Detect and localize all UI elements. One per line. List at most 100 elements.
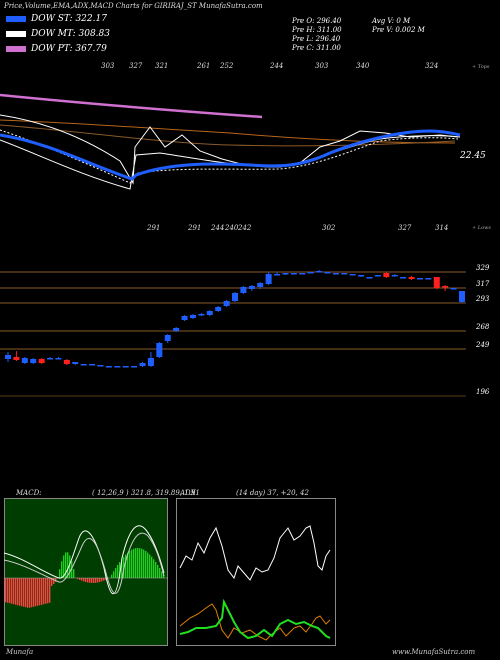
macd-bar — [119, 562, 121, 578]
macd-bar — [141, 548, 143, 578]
macd-bar — [41, 578, 43, 605]
lows-side-label: + Lows — [472, 225, 491, 231]
legend-label-pt: DOW PT: 367.79 — [31, 44, 107, 54]
candle-body — [55, 358, 62, 360]
macd-bar — [17, 578, 19, 606]
adx-plus-di-line — [179, 598, 331, 640]
y-tick-label: 317 — [476, 280, 490, 288]
y-tick-label: 329 — [476, 264, 490, 272]
support-lines: 329 317 293 268 249 196 — [0, 264, 490, 397]
adx-title: ADX — [180, 489, 196, 497]
top-label: 321 — [155, 62, 168, 70]
candle-body — [442, 286, 449, 288]
candle-body — [5, 355, 11, 359]
macd-bar — [55, 578, 57, 582]
macd-bar — [81, 578, 83, 581]
candle-body — [114, 366, 121, 368]
y-tick-label: 268 — [475, 323, 490, 331]
candle-body — [38, 359, 45, 363]
macd-bar — [99, 578, 101, 582]
macd-line — [4, 525, 165, 595]
macd-bar — [129, 550, 131, 578]
candle-body — [105, 366, 112, 368]
candle-body — [383, 273, 390, 277]
macd-bar — [7, 578, 9, 603]
top-label: 327 — [129, 62, 143, 70]
macd-bar — [11, 578, 13, 604]
candle-body — [72, 362, 79, 364]
macd-panel — [4, 498, 168, 646]
macd-bar — [5, 578, 7, 603]
macd-bar — [21, 578, 23, 607]
candle-body — [47, 358, 54, 360]
macd-bar — [147, 552, 149, 578]
candle-body — [89, 364, 96, 366]
macd-bar — [115, 568, 117, 578]
macd-bar — [45, 578, 47, 604]
candle-body — [299, 273, 306, 275]
macd-bar — [105, 578, 107, 580]
candles — [5, 270, 465, 368]
candle-body — [316, 271, 323, 273]
dow-st-line — [0, 129, 461, 181]
y-tick-label: 196 — [476, 388, 490, 396]
chart-title: Price,Volume,EMA,ADX,MACD Charts for GIR… — [4, 2, 263, 10]
legend-dow-st: DOW ST: 322.17 — [6, 14, 107, 24]
legend-label-mt: DOW MT: 308.83 — [31, 29, 110, 39]
macd-bar — [127, 552, 129, 578]
macd-bar — [93, 578, 95, 583]
macd-bar — [157, 564, 159, 578]
macd-bar — [9, 578, 11, 604]
top-label: 244 — [269, 62, 283, 70]
macd-bar — [89, 578, 91, 583]
candle-body — [215, 307, 222, 311]
candle-body — [232, 293, 238, 301]
footer-url: www.MunafaSutra.com — [392, 648, 476, 656]
candle-body — [408, 277, 415, 279]
adx-params: (14 day) 37, +20, 42 — [236, 489, 309, 497]
macd-bar — [73, 569, 75, 578]
top-label: 303 — [101, 62, 115, 70]
info-pre-low: Pre L: 296.40 — [292, 35, 341, 43]
top-label: 340 — [356, 62, 370, 70]
candle-body — [366, 277, 373, 279]
macd-bar — [29, 578, 31, 608]
candle-body — [374, 275, 381, 277]
info-avg-volume: Avg V: 0 M — [372, 17, 411, 25]
candle-body — [400, 277, 407, 279]
candle-body — [433, 277, 440, 288]
candle-body — [307, 272, 314, 274]
legend-swatch-mt — [6, 30, 26, 37]
candle-body — [206, 311, 213, 315]
ema-dotted-line — [0, 129, 459, 184]
macd-bar — [91, 578, 93, 583]
macd-bar — [71, 561, 73, 578]
candle-body — [349, 274, 356, 276]
ema-panel: 303 327 321 261 252 244 303 340 324 + To… — [0, 62, 490, 190]
low-label: 291 — [187, 224, 201, 232]
top-label: 324 — [425, 62, 438, 70]
candle-body — [181, 316, 188, 320]
candle-body — [21, 358, 28, 363]
macd-bar — [15, 578, 17, 605]
candle-body — [223, 301, 230, 306]
candle-body — [139, 363, 146, 366]
macd-bar — [159, 568, 161, 578]
low-labels: 291 291 244 240 242 302 327 314 + Lows — [146, 224, 491, 232]
macd-bar — [65, 552, 67, 578]
macd-bar — [19, 578, 21, 606]
macd-signal-line — [4, 532, 165, 594]
macd-bar — [101, 578, 103, 582]
macd-bar — [151, 556, 153, 578]
candle-body — [156, 343, 163, 357]
macd-bar — [145, 550, 147, 578]
macd-bar — [113, 571, 115, 578]
macd-title: MACD: — [16, 489, 42, 497]
macd-bar — [43, 578, 45, 605]
macd-bar — [133, 548, 135, 578]
candle-body — [80, 364, 87, 366]
candle-body — [332, 273, 339, 275]
legend-swatch-pt — [6, 45, 26, 52]
ema-brown-line — [0, 119, 456, 144]
ema-value-label: 22.45 — [459, 151, 486, 161]
